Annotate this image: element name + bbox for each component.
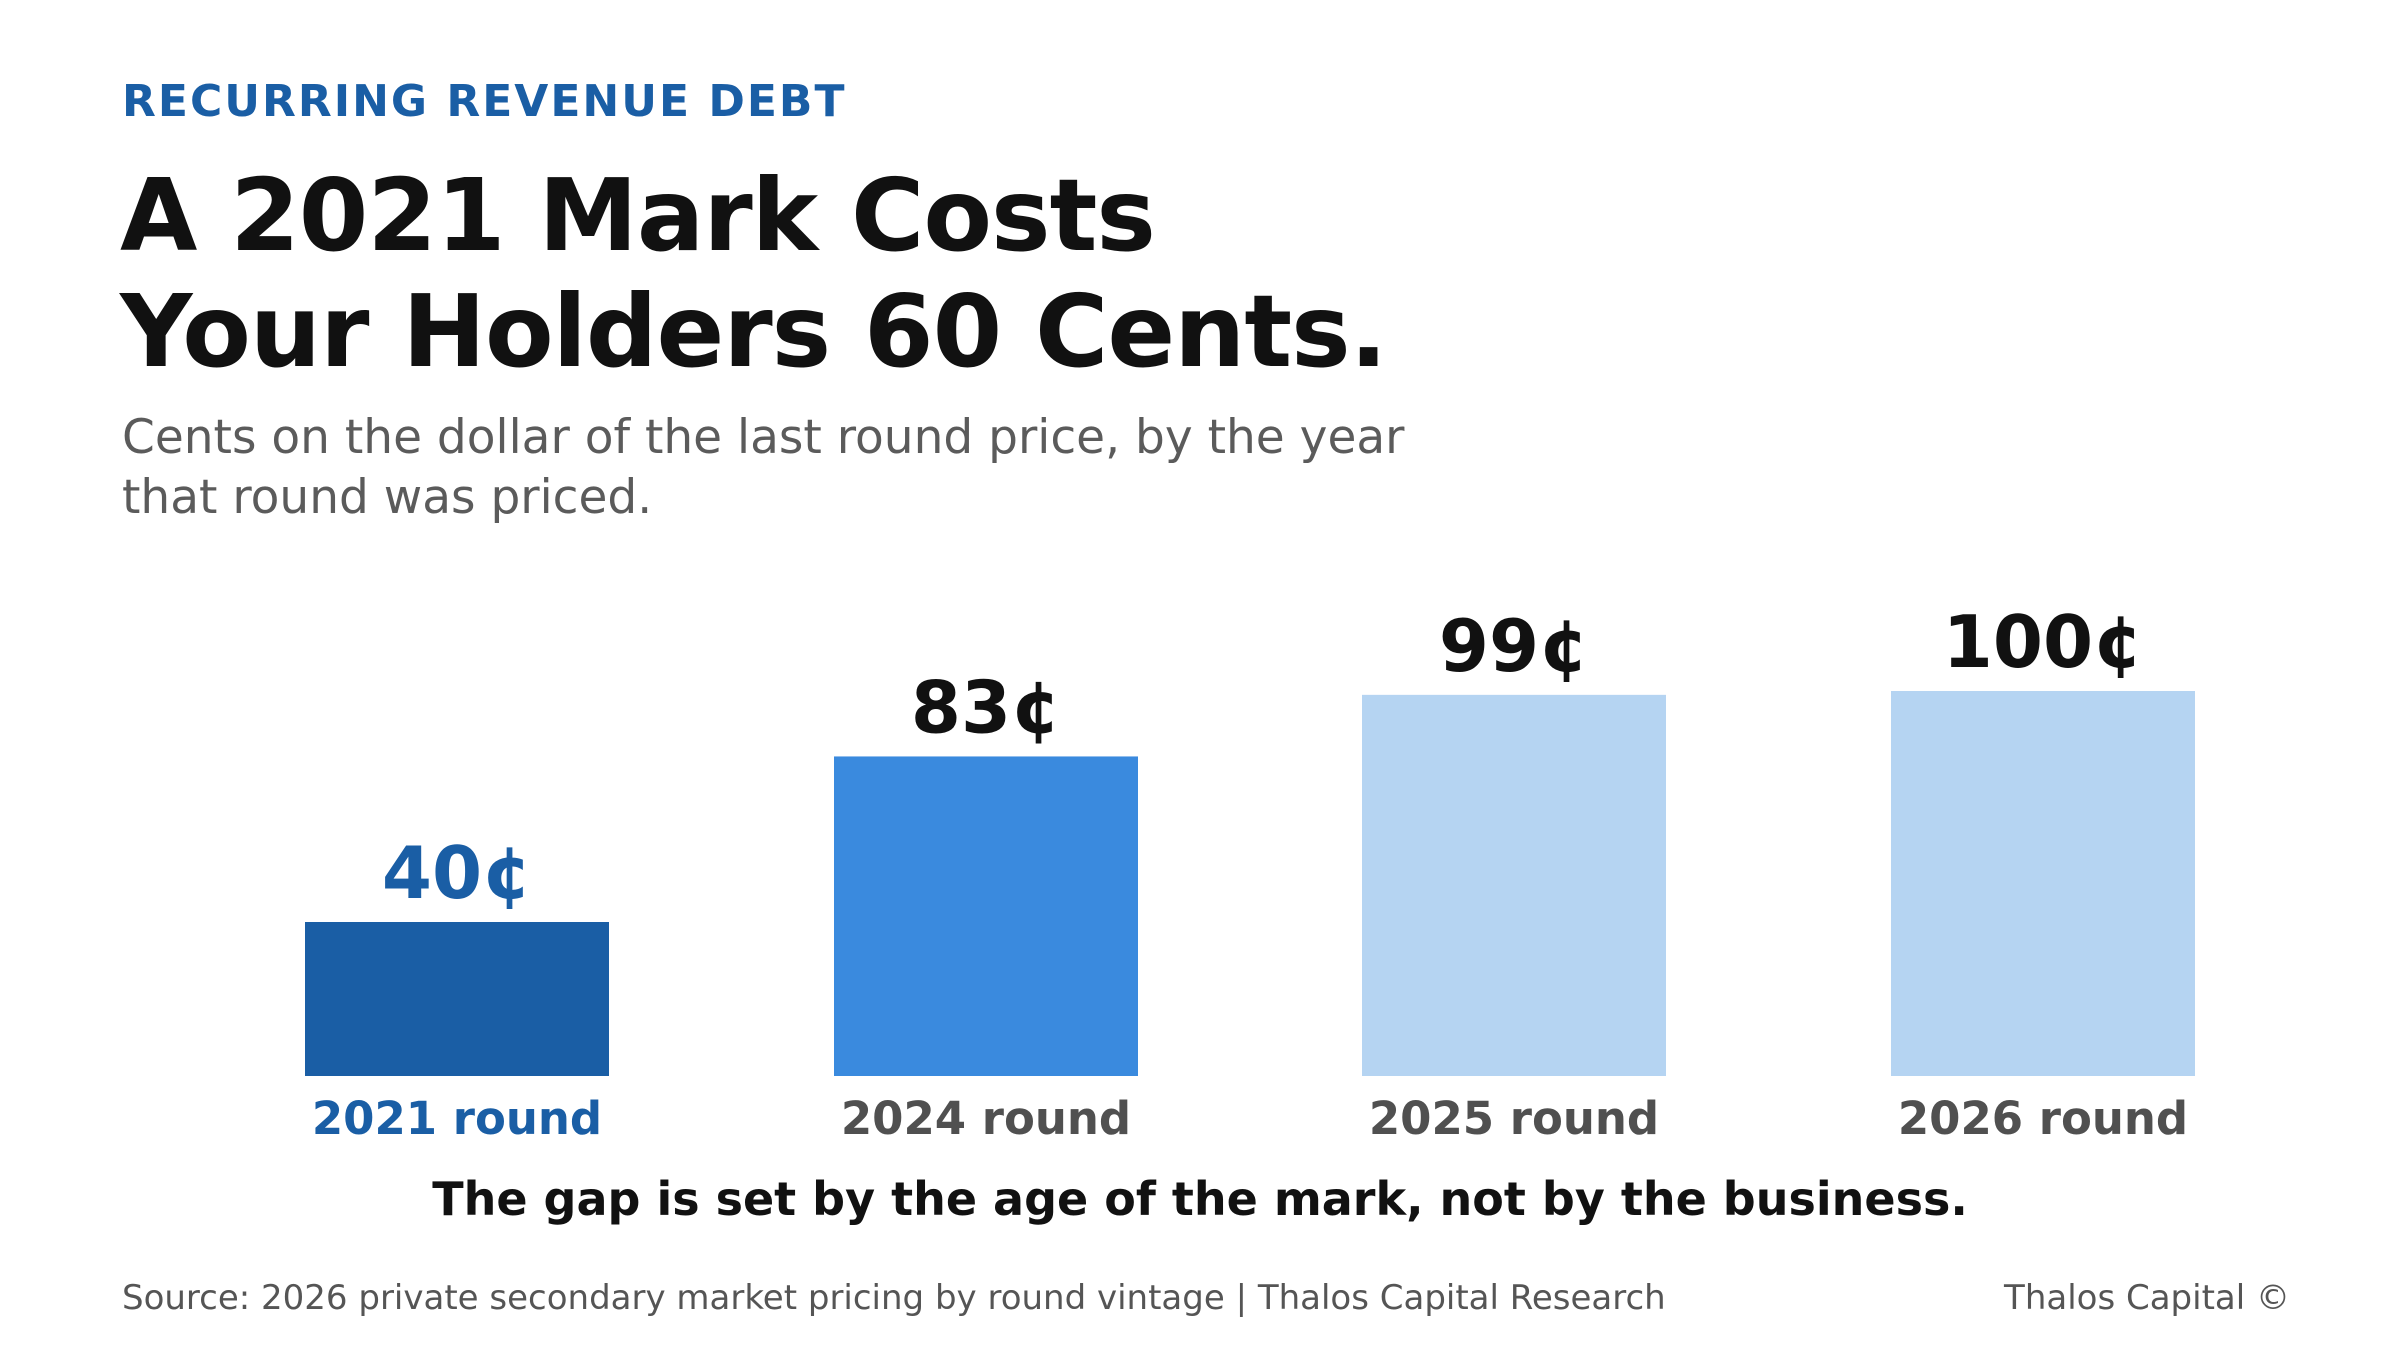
bar-2024-round [834,756,1138,1076]
source-note: Source: 2026 private secondary market pr… [122,1278,1666,1318]
category-label-2025-round: 2025 round [1369,1092,1659,1145]
title-line-2: Your Holders 60 Cents. [120,273,1388,390]
chart-takeaway: The gap is set by the age of the mark, n… [432,1172,1968,1226]
value-label-2021-round: 40¢ [382,831,532,915]
value-label-2024-round: 83¢ [911,665,1061,749]
bar-2025-round [1362,694,1666,1076]
subtitle-line-2: that round was priced. [122,470,653,525]
page-title: A 2021 Mark Costs Your Holders 60 Cents. [120,158,1620,390]
title-line-1: A 2021 Mark Costs [120,157,1156,274]
brand-mark: Thalos Capital © [2004,1278,2290,1318]
eyebrow-label: RECURRING REVENUE DEBT [122,76,847,127]
bar-2021-round [305,922,609,1076]
subtitle-line-1: Cents on the dollar of the last round pr… [122,410,1405,465]
value-label-2025-round: 99¢ [1439,604,1589,688]
chart-subtitle: Cents on the dollar of the last round pr… [122,408,1422,528]
value-label-2026-round: 100¢ [1943,600,2143,684]
category-label-2021-round: 2021 round [312,1092,602,1145]
category-label-2026-round: 2026 round [1898,1092,2188,1145]
category-label-2024-round: 2024 round [841,1092,1131,1145]
bar-2026-round [1891,691,2195,1076]
